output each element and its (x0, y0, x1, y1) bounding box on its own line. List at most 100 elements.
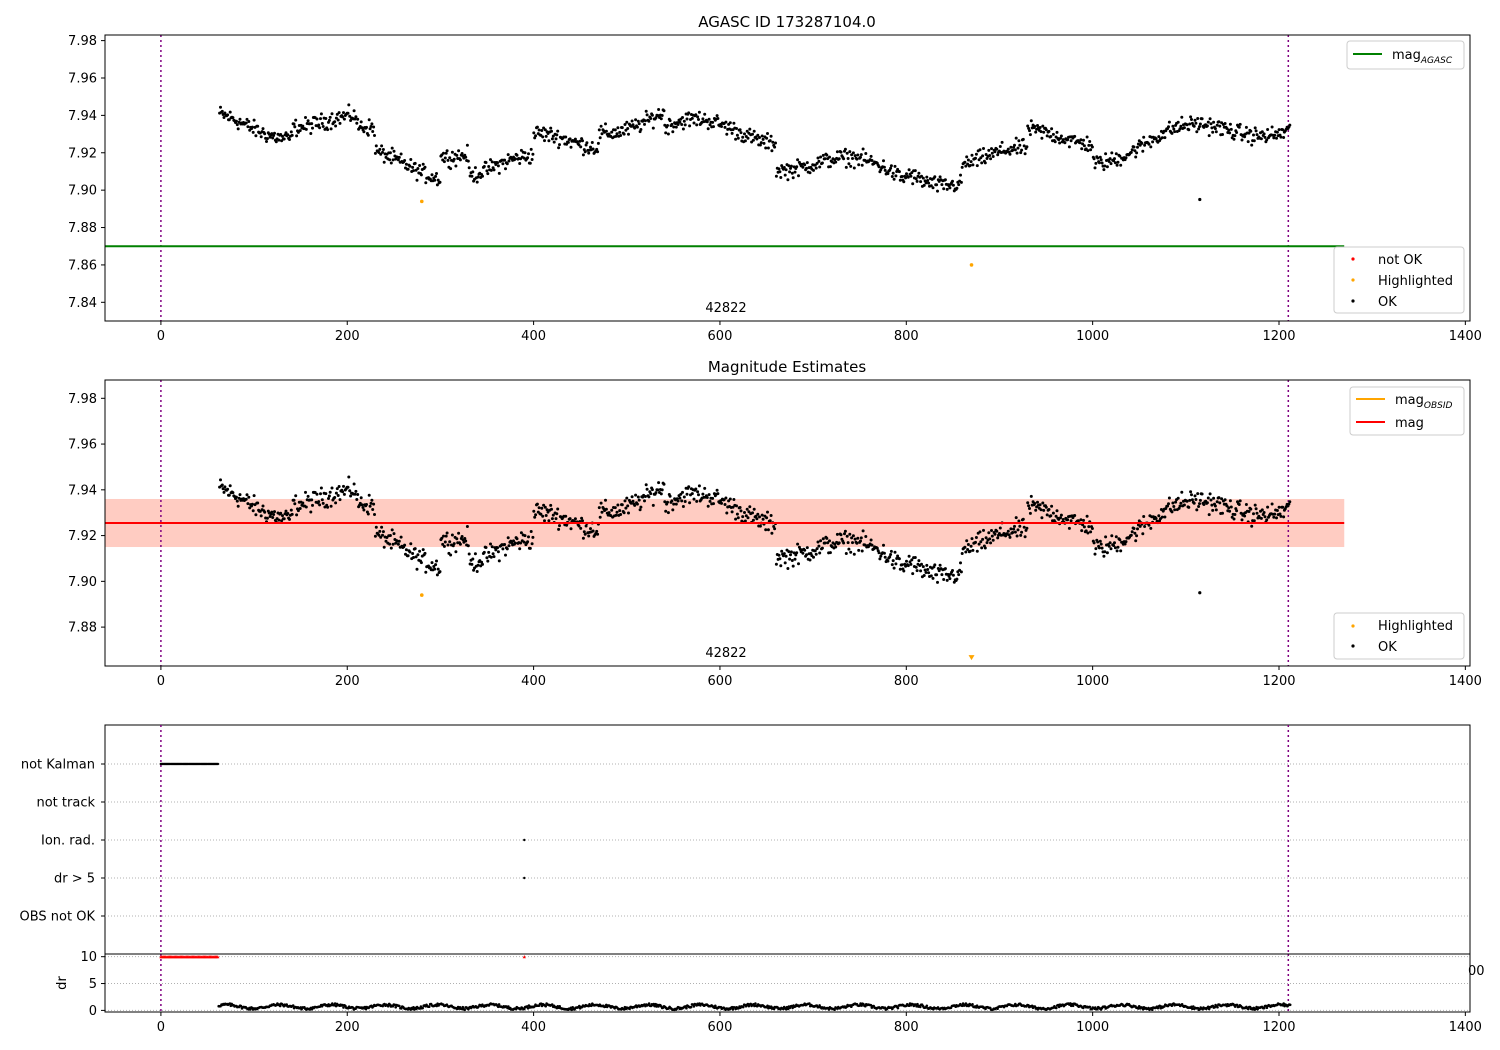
data-point (1254, 507, 1258, 511)
data-point (1154, 137, 1158, 141)
x-tick-label: 1200 (1262, 329, 1295, 344)
data-point (1069, 519, 1073, 523)
magnitude-plot-area: 7.887.907.927.947.967.980 200 400 600 800 100… (68, 379, 1482, 689)
data-point (1254, 129, 1258, 133)
data-point (454, 164, 458, 168)
data-point (1014, 516, 1018, 520)
data-point (1016, 528, 1020, 532)
dr-x-tick-label: 1400 (1449, 1020, 1482, 1035)
data-point (851, 541, 854, 545)
data-point (390, 146, 394, 150)
data-point (730, 510, 734, 514)
data-point (943, 567, 947, 571)
dr-axis-label: dr (55, 976, 70, 990)
data-point (847, 547, 851, 551)
data-point (812, 168, 815, 172)
data-point (738, 506, 742, 509)
data-point (388, 542, 392, 546)
data-point (222, 116, 226, 119)
data-point (1013, 148, 1017, 152)
data-point (1104, 535, 1108, 539)
data-point (1250, 143, 1254, 147)
data-point (1055, 509, 1059, 513)
data-point (792, 551, 796, 555)
data-point (412, 556, 415, 559)
data-point (1167, 502, 1170, 506)
data-point (304, 127, 308, 131)
data-point (788, 170, 792, 174)
data-point (599, 124, 603, 128)
data-point (1167, 125, 1170, 129)
dr-point (291, 1004, 295, 1007)
data-point (925, 563, 929, 567)
data-point (263, 510, 267, 514)
data-point (367, 493, 371, 497)
data-point (1238, 499, 1242, 503)
data-point (607, 511, 611, 515)
dr-x-tick-label: 600 (708, 1020, 733, 1035)
data-point (610, 508, 614, 512)
data-point (370, 498, 374, 502)
data-point (457, 149, 461, 153)
data-point (1163, 515, 1167, 519)
data-point (449, 167, 453, 171)
data-point (1210, 126, 1214, 130)
dr-point (628, 1007, 631, 1011)
data-point (289, 508, 293, 512)
data-point (1187, 505, 1191, 509)
data-point (764, 528, 768, 532)
data-point (970, 537, 974, 541)
data-point (1229, 505, 1233, 509)
data-point (310, 498, 314, 502)
data-point (1260, 508, 1264, 512)
data-point (1240, 518, 1244, 522)
data-point (528, 546, 532, 550)
data-point (915, 179, 919, 183)
data-point (690, 492, 694, 496)
data-point (1138, 524, 1142, 528)
data-point (818, 551, 822, 555)
data-point (467, 166, 471, 170)
data-point (455, 153, 459, 157)
data-point (452, 157, 456, 161)
data-point (1237, 125, 1241, 129)
data-point (1173, 130, 1177, 134)
data-point (554, 517, 558, 521)
data-point (1018, 524, 1022, 528)
data-point (738, 128, 742, 132)
data-point (746, 136, 750, 140)
data-point (1040, 516, 1044, 520)
data-point (1154, 517, 1158, 520)
data-point (1134, 155, 1138, 159)
highlighted-offscale-marker (968, 655, 975, 661)
data-point (784, 554, 788, 558)
data-point (382, 160, 386, 164)
data-point (485, 169, 489, 173)
data-point (627, 132, 630, 136)
data-point (1207, 513, 1211, 517)
data-point (365, 503, 368, 506)
dr-point (647, 1002, 651, 1005)
dr-point (496, 1005, 500, 1009)
data-point (712, 502, 715, 506)
dr-point (754, 1002, 757, 1005)
data-point (1059, 134, 1063, 138)
data-point (306, 494, 310, 498)
data-point (354, 489, 358, 493)
data-point (1045, 513, 1049, 517)
data-point (1022, 525, 1026, 529)
data-point (797, 174, 800, 178)
data-point (507, 159, 511, 163)
data-point (845, 534, 849, 538)
data-point (346, 111, 350, 115)
data-point (318, 503, 322, 507)
data-point (234, 119, 238, 123)
dr-point (1096, 1007, 1099, 1011)
data-point (1221, 511, 1224, 515)
dr-point (731, 1008, 735, 1011)
data-point (697, 484, 701, 488)
data-point (403, 159, 407, 162)
data-point (250, 125, 254, 129)
data-point (435, 172, 438, 175)
data-point (774, 562, 778, 566)
